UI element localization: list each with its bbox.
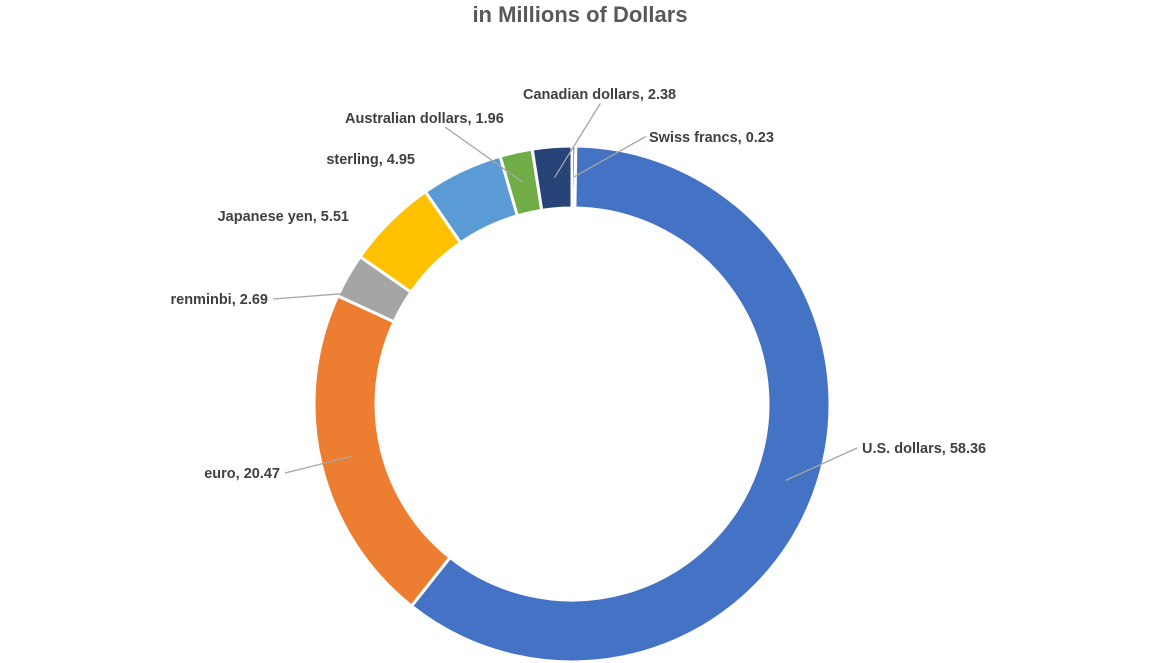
leader-line-u-s-dollars [785,447,858,481]
slices-layer [312,144,832,663]
data-label-sterling: sterling, 4.95 [326,152,415,168]
leader-lines-layer [272,103,858,481]
data-label-swiss-francs: Swiss francs, 0.23 [649,130,774,146]
data-label-japanese-yen: Japanese yen, 5.51 [218,209,349,225]
slice-euro [312,293,453,609]
leader-line-renminbi [272,290,376,300]
data-label-u-s-dollars: U.S. dollars, 58.36 [862,441,986,457]
leader-line-canadian-dollars [553,103,602,179]
slice-canadian-dollars [530,144,574,213]
chart-title: in Millions of Dollars [472,2,688,27]
data-label-canadian-dollars: Canadian dollars, 2.38 [523,87,676,103]
leader-line-euro [284,455,352,474]
data-label-australian-dollars: Australian dollars, 1.96 [345,111,504,127]
leader-line-australian-dollars [444,126,524,183]
slice-u-s-dollars [409,144,832,663]
data-label-euro: euro, 20.47 [204,466,280,482]
leader-line-swiss-francs [573,136,648,178]
data-labels-layer: Swiss francs, 0.23 U.S. dollars, 58.36 eur… [170,87,986,482]
data-label-renminbi: renminbi, 2.69 [170,292,268,308]
